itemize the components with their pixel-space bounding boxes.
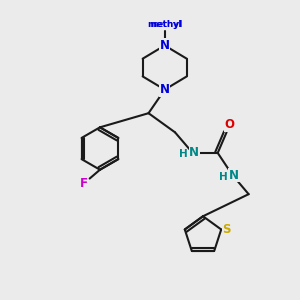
Text: S: S — [222, 223, 231, 236]
Text: methyl: methyl — [149, 20, 181, 29]
Text: H: H — [219, 172, 227, 182]
Text: methyl: methyl — [147, 20, 182, 29]
Text: O: O — [224, 118, 235, 131]
Text: F: F — [80, 177, 88, 190]
Text: H: H — [179, 149, 188, 159]
Text: N: N — [229, 169, 239, 182]
Text: N: N — [160, 83, 170, 96]
Text: N: N — [160, 39, 170, 52]
Text: N: N — [189, 146, 199, 159]
